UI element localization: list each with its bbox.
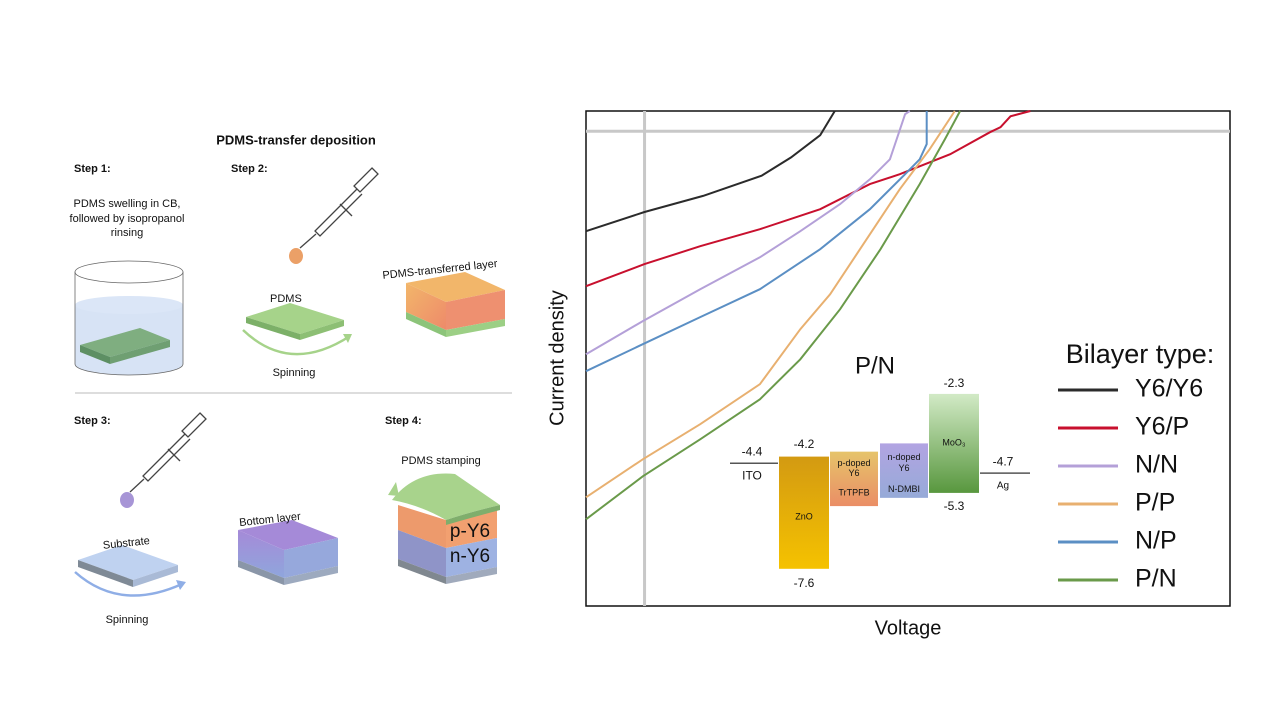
energy-label: -4.2 (794, 437, 815, 451)
legend-title: Bilayer type: (1066, 339, 1215, 369)
step-description: PDMS swelling in CB, (74, 198, 181, 210)
energy-band (779, 456, 829, 569)
energy-label: TrTPFB (838, 487, 869, 497)
step-label: Step 1: (74, 163, 111, 175)
stamped-stack (388, 473, 500, 584)
substrate-slab (78, 545, 178, 587)
legend-label: Y6/Y6 (1135, 375, 1203, 403)
series-line (585, 110, 1031, 288)
energy-label: MoO₃ (942, 437, 966, 447)
legend-label: P/P (1135, 489, 1175, 517)
plot-frame (585, 110, 1231, 607)
series-line (585, 110, 836, 233)
energy-label: ZnO (795, 511, 813, 521)
spin-label: Spinning (273, 367, 316, 379)
arrow-head (343, 334, 352, 343)
spin-label: Spinning (106, 614, 149, 626)
energy-band (929, 393, 979, 493)
arrow-head (176, 580, 186, 590)
layer-name: n-Y6 (450, 546, 490, 567)
slab-label: Substrate (102, 535, 150, 552)
stamp-label: PDMS stamping (401, 455, 480, 467)
beaker (74, 260, 184, 376)
step-label: Step 4: (385, 415, 422, 427)
energy-label: N-DMBI (888, 484, 920, 494)
step-description: rinsing (111, 227, 143, 239)
energy-label: -2.3 (944, 376, 965, 390)
energy-label: Y6 (898, 463, 909, 473)
energy-label: Y6 (848, 468, 859, 478)
energy-label: -4.4 (742, 444, 763, 458)
energy-label: -5.3 (944, 499, 965, 513)
legend-label: N/N (1135, 451, 1178, 479)
process-diagram: PDMS-transfer deposition Step 1: Step 2:… (70, 132, 512, 626)
annotation: P/N (855, 352, 895, 379)
energy-label: -7.6 (794, 576, 815, 590)
step-label: Step 2: (231, 163, 268, 175)
legend-label: Y6/P (1135, 413, 1189, 441)
spin-arrow (74, 571, 183, 597)
process-title: PDMS-transfer deposition (216, 132, 376, 147)
step-description: followed by isopropanol (70, 213, 185, 225)
spin-arrow (242, 329, 351, 356)
energy-label: ITO (742, 468, 762, 482)
series-line (585, 111, 928, 373)
layer-name: p-Y6 (450, 521, 490, 542)
x-axis-label: Voltage (875, 617, 942, 639)
transferred-layer (406, 272, 505, 337)
pipette (120, 412, 207, 508)
series-line (585, 110, 911, 356)
pdms-slab (246, 303, 344, 340)
energy-band (830, 451, 878, 507)
legend-label: P/N (1135, 565, 1177, 593)
slab-label: PDMS (270, 293, 302, 305)
series-line (585, 110, 956, 499)
energy-label: p-doped (837, 458, 870, 468)
energy-band (880, 443, 928, 498)
legend-label: N/P (1135, 527, 1177, 555)
step-label: Step 3: (74, 415, 111, 427)
bottom-layer (238, 520, 338, 585)
energy-label: -4.7 (993, 454, 1014, 468)
energy-label: Ag (997, 481, 1009, 492)
series-line (585, 110, 961, 521)
energy-label: n-doped (887, 452, 920, 462)
pipette (289, 167, 379, 264)
y-axis-label: Current density (546, 290, 568, 426)
